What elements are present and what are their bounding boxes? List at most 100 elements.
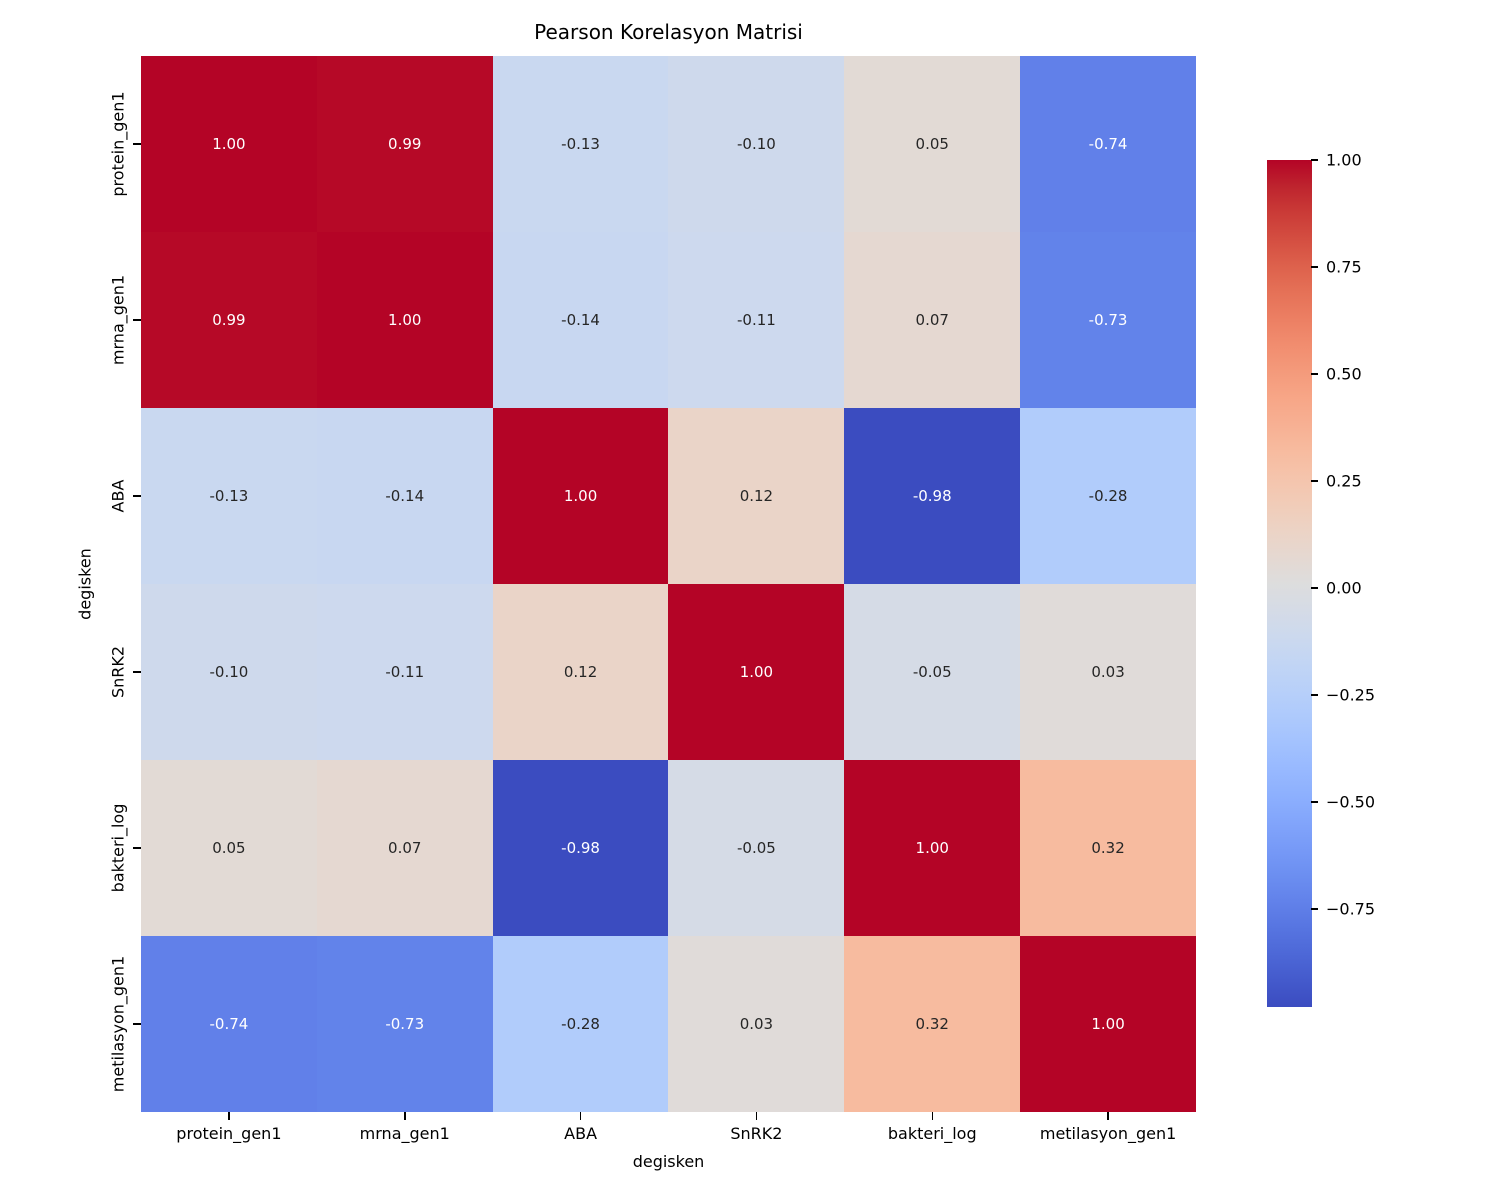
cell-value: -0.10 xyxy=(737,134,776,153)
cell-value: -0.14 xyxy=(561,310,600,329)
cell-value: 0.99 xyxy=(212,310,246,329)
cell-value: 0.12 xyxy=(739,486,774,505)
chart-title: Pearson Korelasyon Matrisi xyxy=(534,20,803,44)
heatmap-cell-SnRK2-ABA: 0.12 xyxy=(492,584,669,760)
cell-value: -0.14 xyxy=(385,486,425,505)
x-tick-mark xyxy=(755,1112,758,1120)
colorbar-tick-label: 0.25 xyxy=(1326,471,1362,491)
heatmap-cell-bakteri_log-ABA: -0.98 xyxy=(492,760,669,936)
heatmap-cell-ABA-ABA: 1.00 xyxy=(492,408,669,584)
colorbar-tick-mark xyxy=(1311,800,1318,803)
y-tick-mark xyxy=(133,1023,141,1025)
cell-value: -0.73 xyxy=(1088,310,1128,329)
cell-value: -0.28 xyxy=(1088,486,1128,505)
heatmap-cell-bakteri_log-bakteri_log: 1.00 xyxy=(844,760,1021,936)
heatmap-cell-protein_gen1-metilasyon_gen1: -0.74 xyxy=(1020,56,1196,232)
y-tick-mark xyxy=(133,143,141,145)
cell-value: 0.03 xyxy=(1091,662,1125,681)
cell-value: -0.74 xyxy=(209,1014,249,1033)
heatmap-cell-protein_gen1-mrna_gen1: 0.99 xyxy=(316,56,493,232)
heatmap-cell-protein_gen1-SnRK2: -0.10 xyxy=(668,56,845,232)
cell-value: -0.13 xyxy=(561,134,600,153)
x-tick-label-protein_gen1: protein_gen1 xyxy=(176,1124,282,1143)
cell-value: 1.00 xyxy=(915,838,949,857)
cell-value: 0.05 xyxy=(915,134,949,153)
cell-value: 0.03 xyxy=(739,1014,774,1033)
cell-value: 1.00 xyxy=(388,310,422,329)
cell-value: 1.00 xyxy=(1091,1014,1125,1033)
colorbar-tick-mark xyxy=(1311,907,1318,910)
heatmap-cell-protein_gen1-ABA: -0.13 xyxy=(492,56,669,232)
cell-value: 0.32 xyxy=(915,1014,949,1033)
heatmap-cell-metilasyon_gen1-mrna_gen1: -0.73 xyxy=(316,936,493,1112)
cell-value: -0.98 xyxy=(561,838,600,857)
cell-value: -0.05 xyxy=(912,662,952,681)
cell-value: -0.05 xyxy=(737,838,776,857)
heatmap-cell-bakteri_log-protein_gen1: 0.05 xyxy=(141,760,317,936)
heatmap-cell-bakteri_log-SnRK2: -0.05 xyxy=(668,760,845,936)
heatmap-cell-ABA-bakteri_log: -0.98 xyxy=(844,408,1021,584)
heatmap-cell-metilasyon_gen1-protein_gen1: -0.74 xyxy=(141,936,317,1112)
heatmap-cell-metilasyon_gen1-metilasyon_gen1: 1.00 xyxy=(1020,936,1196,1112)
cell-value: 0.07 xyxy=(915,310,949,329)
heatmap-cell-ABA-mrna_gen1: -0.14 xyxy=(316,408,493,584)
heatmap-cell-SnRK2-protein_gen1: -0.10 xyxy=(141,584,317,760)
heatmap-cell-mrna_gen1-bakteri_log: 0.07 xyxy=(844,232,1021,408)
cell-value: -0.11 xyxy=(737,310,776,329)
y-tick-label-SnRK2: SnRK2 xyxy=(108,645,128,699)
y-tick-mark xyxy=(133,847,141,849)
cell-value: 1.00 xyxy=(739,662,774,681)
y-axis-title: degisken xyxy=(75,548,95,620)
heatmap-cell-SnRK2-SnRK2: 1.00 xyxy=(668,584,845,760)
heatmap-cell-metilasyon_gen1-bakteri_log: 0.32 xyxy=(844,936,1021,1112)
colorbar-tick-label: 0.50 xyxy=(1326,364,1362,384)
colorbar-tick-label: 0.75 xyxy=(1326,257,1362,277)
x-tick-label-ABA: ABA xyxy=(564,1124,598,1143)
heatmap-cell-ABA-protein_gen1: -0.13 xyxy=(141,408,317,584)
y-tick-label-metilasyon_gen1: metilasyon_gen1 xyxy=(108,955,128,1093)
heatmap-cell-metilasyon_gen1-ABA: -0.28 xyxy=(492,936,669,1112)
heatmap-cell-mrna_gen1-protein_gen1: 0.99 xyxy=(141,232,317,408)
x-tick-mark xyxy=(579,1112,582,1120)
colorbar-tick-label: −0.50 xyxy=(1326,792,1376,812)
y-tick-label-ABA: ABA xyxy=(108,479,128,513)
cell-value: -0.10 xyxy=(209,662,249,681)
heatmap-cell-mrna_gen1-metilasyon_gen1: -0.73 xyxy=(1020,232,1196,408)
x-tick-label-SnRK2: SnRK2 xyxy=(730,1124,783,1143)
y-tick-mark xyxy=(133,495,141,497)
colorbar xyxy=(1267,160,1312,1007)
cell-value: -0.74 xyxy=(1088,134,1128,153)
y-tick-mark xyxy=(133,319,141,321)
heatmap-cell-SnRK2-metilasyon_gen1: 0.03 xyxy=(1020,584,1196,760)
colorbar-tick-mark xyxy=(1311,265,1318,268)
heatmap-cell-bakteri_log-metilasyon_gen1: 0.32 xyxy=(1020,760,1196,936)
heatmap-cell-ABA-SnRK2: 0.12 xyxy=(668,408,845,584)
colorbar-tick-mark xyxy=(1311,479,1318,482)
y-tick-label-mrna_gen1: mrna_gen1 xyxy=(108,274,128,366)
heatmap-cell-ABA-metilasyon_gen1: -0.28 xyxy=(1020,408,1196,584)
cell-value: 0.05 xyxy=(212,838,246,857)
cell-value: 0.32 xyxy=(1091,838,1125,857)
x-tick-mark xyxy=(228,1112,230,1120)
colorbar-tick-mark xyxy=(1311,693,1318,696)
y-tick-mark xyxy=(133,671,141,673)
heatmap-cell-SnRK2-bakteri_log: -0.05 xyxy=(844,584,1021,760)
cell-value: 1.00 xyxy=(563,486,598,505)
cell-value: 0.99 xyxy=(388,134,422,153)
x-tick-mark xyxy=(931,1112,933,1120)
cell-value: -0.28 xyxy=(561,1014,600,1033)
colorbar-tick-label: −0.75 xyxy=(1326,899,1376,919)
x-tick-mark xyxy=(1107,1112,1109,1120)
colorbar-tick-label: −0.25 xyxy=(1326,685,1376,705)
heatmap-grid: 1.00 0.99 -0.13 -0.10 0.05 -0.74 0.99 1.00 -0.14… xyxy=(141,56,1196,1112)
colorbar-tick-mark xyxy=(1311,372,1318,375)
cell-value: -0.11 xyxy=(385,662,425,681)
cell-value: 1.00 xyxy=(212,134,246,153)
cell-value: -0.13 xyxy=(209,486,249,505)
colorbar-tick-mark xyxy=(1311,586,1318,589)
heatmap-cell-bakteri_log-mrna_gen1: 0.07 xyxy=(316,760,493,936)
heatmap-cell-metilasyon_gen1-SnRK2: 0.03 xyxy=(668,936,845,1112)
heatmap-cell-mrna_gen1-SnRK2: -0.11 xyxy=(668,232,845,408)
heatmap-cell-mrna_gen1-ABA: -0.14 xyxy=(492,232,669,408)
x-tick-label-metilasyon_gen1: metilasyon_gen1 xyxy=(1039,1124,1177,1143)
